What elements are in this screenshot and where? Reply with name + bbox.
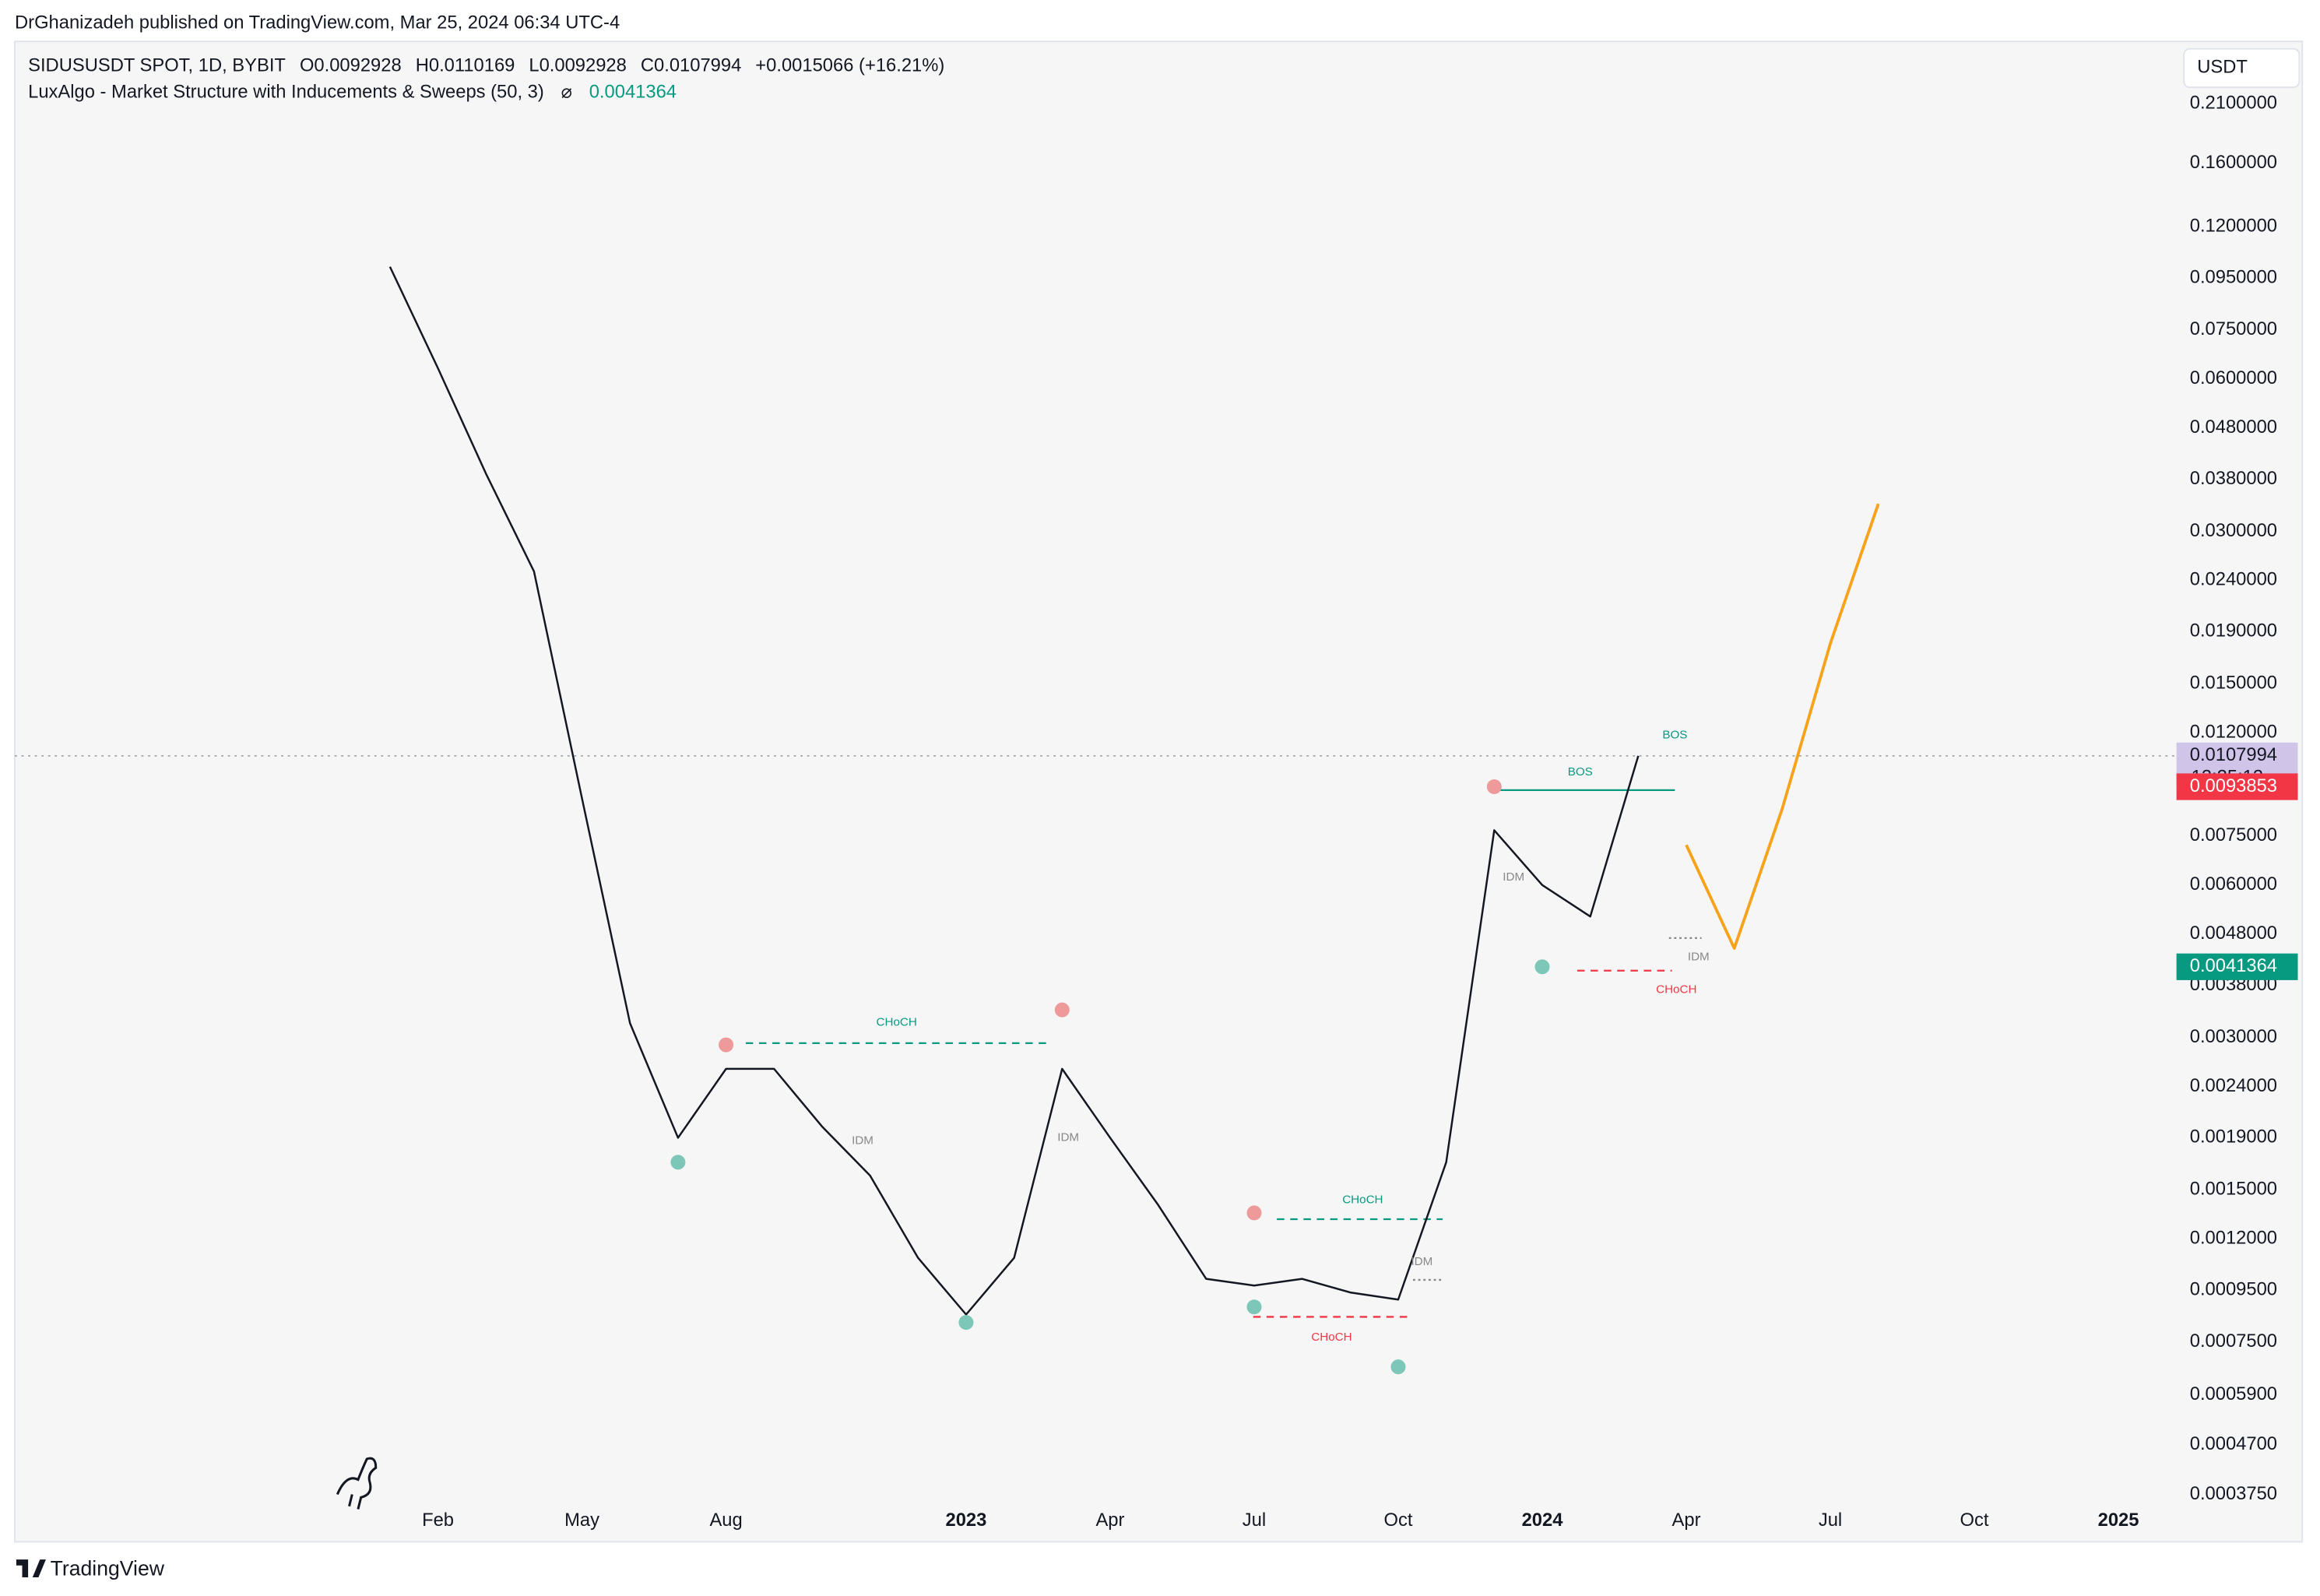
swing-point [1054, 1002, 1070, 1018]
y-tick-label: 0.0380000 [2190, 468, 2277, 489]
brand-icon [16, 1559, 46, 1577]
price-line [388, 266, 1640, 1316]
y-tick-label: 0.0600000 [2190, 367, 2277, 388]
structure-label: BOS [1662, 729, 1687, 742]
symbol: SIDUSUSDT SPOT, 1D, BYBIT [28, 55, 286, 76]
price-label: 0.0107994 [2190, 744, 2277, 765]
structure-label: IDM [1503, 870, 1524, 884]
ohlc-low: L0.0092928 [529, 55, 626, 76]
structure-label: IDM [1411, 1255, 1432, 1268]
indicator-name: LuxAlgo - Market Structure with Induceme… [28, 82, 544, 103]
structure-label: CHoCH [1656, 983, 1696, 996]
chart-frame [14, 40, 2304, 1543]
y-tick-label: 0.0024000 [2190, 1075, 2277, 1096]
price-label: 0.0093853 [2190, 775, 2277, 796]
x-tick-label: 2023 [946, 1510, 987, 1531]
swing-point [958, 1315, 974, 1331]
swing-point [1534, 959, 1550, 975]
x-tick-label: Oct [1960, 1510, 1989, 1531]
y-tick-label: 0.2100000 [2190, 92, 2277, 113]
y-tick-label: 0.0003750 [2190, 1483, 2277, 1504]
indicator-value: 0.0041364 [589, 82, 677, 103]
swing-point [1486, 779, 1502, 795]
swing-point [1246, 1205, 1262, 1221]
dino-logo [336, 1457, 378, 1510]
structure-label: CHoCH [1311, 1331, 1352, 1344]
y-tick-label: 0.0150000 [2190, 672, 2277, 693]
x-tick-label: Aug [709, 1510, 742, 1531]
ohlc-high: H0.0110169 [416, 55, 515, 76]
y-tick-label: 0.0019000 [2190, 1127, 2277, 1148]
y-tick-label: 0.0950000 [2190, 266, 2277, 287]
change: +0.0015066 (+16.21%) [755, 55, 944, 76]
swing-point [1390, 1359, 1406, 1375]
y-tick-label: 0.0060000 [2190, 874, 2277, 895]
currency[interactable]: USDT [2197, 57, 2248, 78]
y-tick-label: 0.0075000 [2190, 824, 2277, 845]
x-tick-label: Apr [1672, 1510, 1701, 1531]
price-label-box [2176, 953, 2298, 980]
ohlc-close: C0.0107994 [641, 55, 741, 76]
structure-label: CHoCH [1342, 1193, 1383, 1206]
x-tick-label: 2024 [1522, 1510, 1564, 1531]
y-tick-label: 0.0048000 [2190, 923, 2277, 944]
indicator-icon: ⌀ [561, 82, 572, 103]
y-tick-label: 0.0012000 [2190, 1227, 2277, 1248]
footer-brand: TradingView [16, 1556, 165, 1580]
brand-name: TradingView [51, 1556, 165, 1580]
publish-info: DrGhanizadeh published on TradingView.co… [15, 12, 620, 33]
y-tick-label: 0.0009500 [2190, 1278, 2277, 1299]
x-tick-label: 2025 [2098, 1510, 2139, 1531]
structure-label: BOS [1568, 765, 1593, 779]
swing-point [719, 1037, 734, 1053]
x-tick-label: Jul [1243, 1510, 1266, 1531]
ohlc-open: O0.0092928 [300, 55, 402, 76]
y-tick-label: 0.0120000 [2190, 721, 2277, 742]
x-tick-label: Jul [1819, 1510, 1842, 1531]
y-tick-label: 0.0004700 [2190, 1433, 2277, 1454]
structure-label: IDM [1688, 951, 1710, 964]
y-tick-label: 0.0007500 [2190, 1331, 2277, 1352]
price-label: 0.0041364 [2190, 955, 2277, 976]
y-tick-label: 0.0190000 [2190, 620, 2277, 642]
x-tick-label: Apr [1095, 1510, 1124, 1531]
x-tick-label: May [564, 1510, 599, 1531]
y-tick-label: 0.0300000 [2190, 520, 2277, 541]
y-tick-label: 0.1600000 [2190, 152, 2277, 173]
price-label-box [2176, 773, 2298, 800]
x-tick-label: Feb [422, 1510, 454, 1531]
swing-point [1246, 1299, 1262, 1315]
swing-point [670, 1155, 686, 1170]
y-tick-label: 0.0015000 [2190, 1178, 2277, 1199]
y-tick-label: 0.0005900 [2190, 1383, 2277, 1404]
y-tick-label: 0.1200000 [2190, 215, 2277, 236]
y-tick-label: 0.0240000 [2190, 569, 2277, 590]
y-tick-label: 0.0750000 [2190, 318, 2277, 339]
structure-label: IDM [1057, 1131, 1079, 1144]
symbol-line: SIDUSUSDT SPOT, 1D, BYBIT O0.0092928 H0.… [28, 55, 944, 76]
y-tick-label: 0.0030000 [2190, 1026, 2277, 1047]
indicator-line: LuxAlgo - Market Structure with Induceme… [28, 82, 677, 103]
projection-line [1685, 503, 1880, 950]
y-tick-label: 0.0480000 [2190, 417, 2277, 438]
x-tick-label: Oct [1384, 1510, 1413, 1531]
structure-label: IDM [852, 1134, 874, 1147]
currency-button[interactable] [2183, 47, 2301, 89]
structure-label: CHoCH [877, 1015, 917, 1028]
